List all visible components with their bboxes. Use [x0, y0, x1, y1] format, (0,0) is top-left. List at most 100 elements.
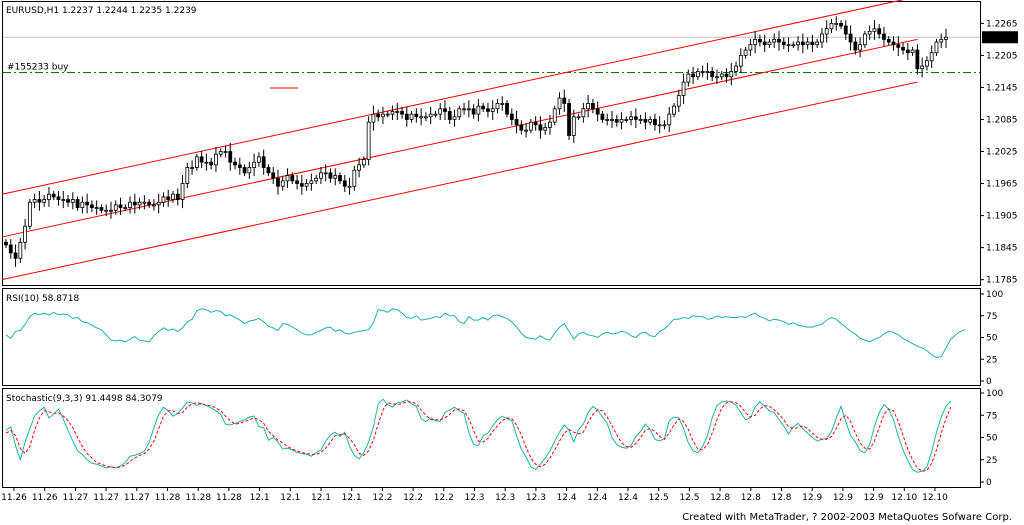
candle-body	[47, 193, 51, 200]
channel-line	[1, 81, 918, 281]
stochastic-signal-line	[5, 401, 952, 472]
candle-body	[910, 49, 915, 54]
candle-body	[323, 172, 328, 175]
candle-body	[104, 209, 109, 212]
candle-body	[233, 161, 237, 166]
candle-body	[638, 119, 643, 121]
candle-body	[848, 33, 853, 43]
candle-body	[447, 111, 452, 120]
price-tick-label: 1.2145	[986, 83, 1018, 93]
candle-body	[118, 204, 123, 208]
time-tick-label: 12.10	[891, 493, 917, 503]
stochastic-tick-label: 25	[986, 456, 997, 466]
candle-body	[772, 38, 777, 43]
candle-body	[361, 159, 366, 166]
candle-body	[576, 116, 581, 119]
current-price-label: 1.2239	[985, 33, 1017, 43]
candle-body	[166, 196, 171, 200]
candle-body	[681, 81, 686, 96]
candle-body	[395, 111, 400, 113]
candle-body	[175, 193, 180, 200]
candle-body	[123, 207, 128, 209]
candle-body	[724, 73, 729, 78]
candle-body	[214, 153, 218, 166]
candle-body	[562, 97, 567, 104]
candle-body	[595, 108, 600, 115]
time-tick-label: 12.1	[342, 493, 362, 503]
candle-body	[743, 49, 748, 56]
stochastic-title: Stochastic(9,3,3) 91.4498 84.3079	[6, 394, 163, 404]
candle-body	[314, 177, 319, 182]
candle-body	[42, 199, 47, 203]
candle-body	[218, 151, 223, 155]
time-tick-label: 12.9	[833, 493, 853, 503]
candle-body	[8, 244, 13, 254]
candle-body	[32, 199, 37, 203]
candle-body	[190, 167, 194, 169]
candle-body	[586, 103, 591, 110]
candle-body	[419, 116, 424, 119]
candle-body	[581, 108, 586, 118]
price-tick-label: 1.1845	[986, 244, 1018, 254]
candle-body	[147, 201, 152, 206]
candle-body	[896, 44, 901, 48]
candle-body	[734, 65, 738, 72]
candle-body	[834, 22, 839, 25]
candle-body	[657, 124, 662, 127]
candle-body	[705, 71, 710, 73]
candle-body	[610, 119, 614, 121]
time-tick-label: 11.27	[63, 493, 89, 503]
candle-body	[462, 108, 466, 111]
candle-body	[256, 156, 261, 163]
candle-body	[805, 41, 810, 46]
candle-body	[13, 252, 18, 259]
candle-body	[662, 124, 667, 127]
candle-body	[252, 161, 257, 168]
time-tick-label: 12.3	[464, 493, 484, 503]
candle-body	[18, 241, 23, 259]
time-tick-label: 12.3	[495, 493, 515, 503]
channel-line	[1, 38, 918, 238]
candle-body	[753, 38, 758, 46]
candle-body	[676, 95, 681, 107]
candle-body	[27, 201, 32, 227]
rsi-tick-label: 25	[986, 355, 997, 365]
candle-body	[486, 108, 490, 112]
time-tick-label: 11.27	[124, 493, 150, 503]
candle-body	[867, 30, 872, 35]
time-tick-label: 12.8	[771, 493, 791, 503]
time-tick-label: 12.9	[864, 493, 884, 503]
candle-body	[428, 113, 433, 118]
candle-body	[891, 41, 896, 46]
candle-body	[171, 193, 175, 200]
candle-body	[443, 108, 447, 112]
candle-body	[886, 38, 891, 43]
candle-body	[223, 151, 228, 153]
candles	[4, 16, 948, 267]
candle-body	[505, 103, 509, 115]
candle-body	[180, 183, 185, 200]
channel-line	[1, 0, 905, 195]
time-tick-label: 12.4	[557, 493, 577, 503]
candle-body	[309, 180, 314, 184]
rsi-tick-label: 50	[986, 334, 998, 344]
candle-body	[342, 180, 347, 187]
time-tick-label: 12.5	[649, 493, 669, 503]
candle-body	[390, 111, 395, 115]
candle-body	[691, 73, 696, 78]
candle-body	[4, 241, 8, 246]
time-tick-label: 12.1	[280, 493, 300, 503]
footer-credit: Created with MetaTrader, ? 2002-2003 Met…	[682, 512, 1012, 523]
candle-body	[128, 201, 132, 208]
candle-body	[839, 22, 843, 27]
time-tick-label: 12.10	[922, 493, 948, 503]
candle-body	[66, 199, 70, 203]
candle-body	[925, 60, 929, 67]
candle-body	[695, 71, 700, 78]
candle-body	[381, 113, 385, 118]
candle-body	[614, 119, 619, 123]
candle-body	[567, 103, 571, 136]
candle-body	[56, 196, 61, 200]
candle-body	[23, 225, 27, 243]
